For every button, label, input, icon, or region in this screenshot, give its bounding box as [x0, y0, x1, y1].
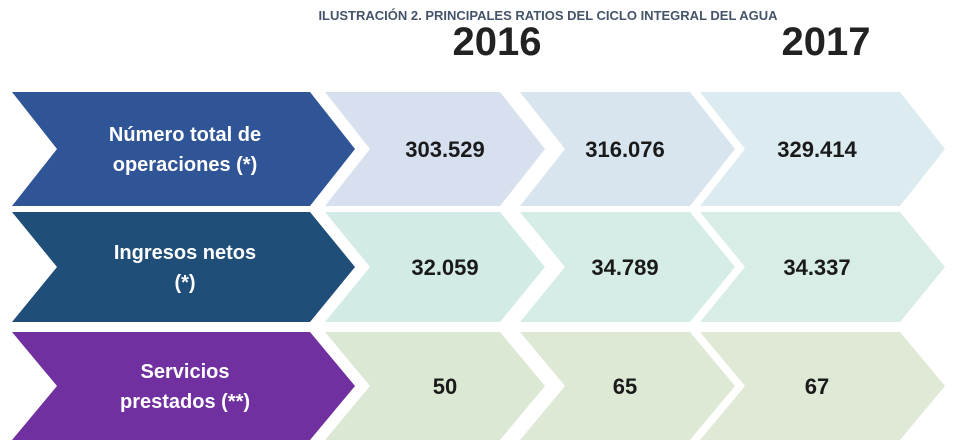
value: 34.789	[591, 255, 658, 280]
row-chevron	[12, 212, 355, 322]
value: 65	[613, 374, 637, 399]
value: 34.337	[783, 255, 850, 280]
value-chevron	[520, 92, 735, 206]
year-label: 2016	[453, 20, 542, 64]
value: 32.059	[411, 255, 478, 280]
row-chevron	[12, 92, 355, 206]
row-chevron	[12, 332, 355, 440]
value: 303.529	[405, 137, 485, 162]
year-label: 2017	[782, 20, 871, 64]
value-chevron	[700, 212, 945, 322]
value: 316.076	[585, 137, 665, 162]
value: 50	[433, 374, 457, 399]
value-chevron	[325, 212, 545, 322]
value-chevron	[700, 92, 945, 206]
row-label: Ingresos netos	[114, 242, 256, 264]
value-chevron	[325, 332, 545, 440]
row-label: prestados (**)	[120, 391, 250, 413]
title: Ilustración 2. Principales ratios del ci…	[318, 8, 778, 23]
row-label: (*)	[174, 272, 195, 294]
value: 67	[805, 374, 829, 399]
value-chevron	[520, 332, 735, 440]
row-label: operaciones (*)	[113, 154, 257, 176]
value-chevron	[700, 332, 945, 440]
value: 329.414	[777, 137, 857, 162]
value-chevron	[325, 92, 545, 206]
value-chevron	[520, 212, 735, 322]
row-label: Servicios	[141, 361, 230, 383]
row-label: Número total de	[109, 124, 261, 146]
